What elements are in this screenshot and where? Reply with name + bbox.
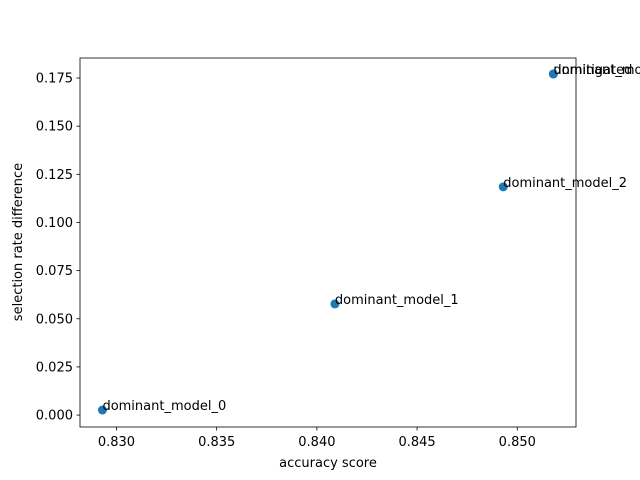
y-tick-label: 0.100 xyxy=(36,216,73,231)
y-tick-label: 0.150 xyxy=(36,120,73,135)
x-tick-label: 0.840 xyxy=(298,435,335,450)
y-tick-label: 0.050 xyxy=(36,312,73,327)
x-axis-label: accuracy score xyxy=(279,456,377,471)
x-tick-label: 0.850 xyxy=(499,435,536,450)
x-tick-label: 0.845 xyxy=(398,435,435,450)
point-label: dominant_model_0 xyxy=(102,399,226,414)
x-tick-label: 0.830 xyxy=(98,435,135,450)
y-tick-label: 0.025 xyxy=(36,360,73,375)
point xyxy=(548,69,558,79)
point xyxy=(97,405,107,415)
point xyxy=(498,182,508,192)
point-label: unmitigated xyxy=(553,63,632,78)
y-tick-label: 0.075 xyxy=(36,264,73,279)
y-tick-label: 0.175 xyxy=(36,72,73,87)
point xyxy=(330,299,340,309)
y-tick-label: 0.000 xyxy=(36,409,73,424)
point-label: dominant_model_3 xyxy=(553,63,640,78)
point-label: dominant_model_2 xyxy=(503,176,627,191)
x-tick-label: 0.835 xyxy=(198,435,235,450)
y-tick-label: 0.125 xyxy=(36,168,73,183)
point-label: dominant_model_1 xyxy=(335,293,459,308)
plot-frame xyxy=(79,57,577,428)
y-axis-label: selection rate difference xyxy=(11,163,26,321)
